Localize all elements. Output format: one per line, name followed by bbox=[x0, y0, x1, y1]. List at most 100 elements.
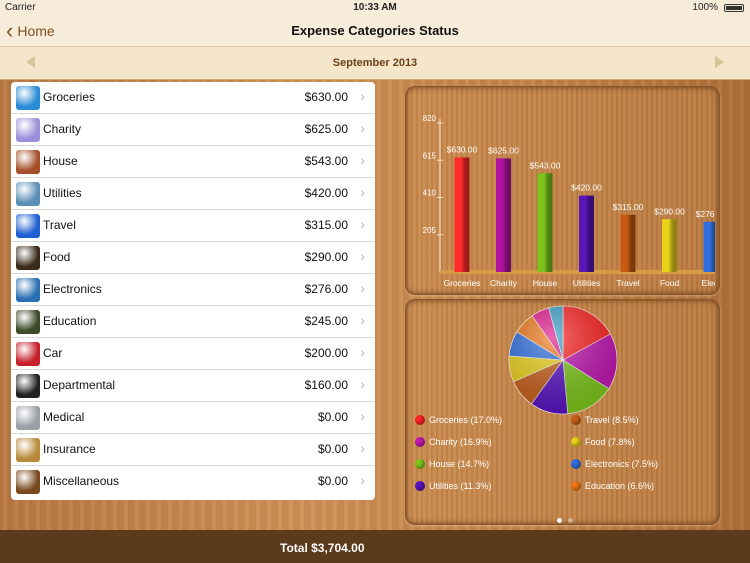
house-icon bbox=[16, 150, 40, 174]
legend-item: Food (7.8%) bbox=[571, 437, 635, 447]
category-amount: $290.00 bbox=[304, 250, 348, 264]
category-amount: $630.00 bbox=[304, 90, 348, 104]
category-row-car[interactable]: Car $200.00 › bbox=[11, 338, 375, 370]
home-back-button[interactable]: ‹ Home bbox=[6, 20, 55, 42]
y-tick-label: 820 bbox=[423, 114, 437, 123]
bar-value-label: $543.00 bbox=[530, 160, 561, 170]
legend-swatch bbox=[415, 481, 425, 491]
category-row-food[interactable]: Food $290.00 › bbox=[11, 242, 375, 274]
category-name: Charity bbox=[43, 122, 82, 136]
carrier-label: Carrier bbox=[5, 2, 36, 13]
category-row-groceries[interactable]: Groceries $630.00 › bbox=[11, 82, 375, 114]
total-amount: Total $3,704.00 bbox=[280, 541, 365, 555]
bar-shading bbox=[703, 221, 715, 272]
category-name: Departmental bbox=[43, 378, 116, 392]
chevron-right-icon: › bbox=[360, 248, 365, 264]
legend-item: Education (6.6%) bbox=[571, 481, 654, 491]
category-amount: $160.00 bbox=[304, 378, 348, 392]
category-name: Car bbox=[43, 346, 63, 360]
bar-value-label: $420.00 bbox=[571, 183, 602, 193]
bus-icon bbox=[16, 214, 40, 238]
food-icon bbox=[16, 246, 40, 270]
chevron-right-icon: › bbox=[360, 120, 365, 136]
status-bar: Carrier 10:33 AM 100% bbox=[0, 0, 750, 16]
suit-icon bbox=[16, 374, 40, 398]
category-row-education[interactable]: Education $245.00 › bbox=[11, 306, 375, 338]
page-dot[interactable] bbox=[557, 518, 562, 523]
category-row-house[interactable]: House $543.00 › bbox=[11, 146, 375, 178]
bar-value-label: $630.00 bbox=[447, 145, 478, 155]
x-tick-label: Charity bbox=[490, 278, 518, 288]
legend-swatch bbox=[415, 437, 425, 447]
x-tick-label: Elect bbox=[702, 278, 721, 288]
chevron-right-icon: › bbox=[360, 280, 365, 296]
category-amount: $200.00 bbox=[304, 346, 348, 360]
category-row-travel[interactable]: Travel $315.00 › bbox=[11, 210, 375, 242]
page-dot[interactable] bbox=[568, 518, 573, 523]
category-row-departmental[interactable]: Departmental $160.00 › bbox=[11, 370, 375, 402]
bar-chart: 205 410 615 820 $630.00 Groceries $625.00 Chari… bbox=[423, 114, 721, 288]
money-bag-icon bbox=[16, 438, 40, 462]
legend-swatch bbox=[415, 459, 425, 469]
legend-swatch bbox=[571, 459, 581, 469]
shopping-bag-icon bbox=[16, 86, 40, 110]
chevron-right-icon: › bbox=[360, 344, 365, 360]
category-amount: $0.00 bbox=[317, 474, 348, 488]
category-name: Electronics bbox=[43, 282, 102, 296]
category-row-utilities[interactable]: Utilities $420.00 › bbox=[11, 178, 375, 210]
category-amount: $625.00 bbox=[304, 122, 348, 136]
page-title: Expense Categories Status bbox=[291, 23, 459, 38]
legend-label: Food (7.8%) bbox=[585, 437, 635, 447]
category-amount: $0.00 bbox=[317, 410, 348, 424]
legend-label: Education (6.6%) bbox=[585, 481, 655, 491]
category-name: Medical bbox=[43, 410, 85, 424]
category-row-insurance[interactable]: Insurance $0.00 › bbox=[11, 434, 375, 466]
bar-floor bbox=[440, 270, 715, 274]
pie-gloss bbox=[509, 306, 617, 414]
bar-value-label: $625.00 bbox=[488, 145, 519, 155]
battery-icon bbox=[724, 4, 744, 12]
category-row-charity[interactable]: Charity $625.00 › bbox=[11, 114, 375, 146]
category-amount: $0.00 bbox=[317, 442, 348, 456]
page-control[interactable] bbox=[554, 510, 576, 528]
bar-value-label: $290.00 bbox=[654, 206, 685, 216]
chevron-left-icon: ‹ bbox=[6, 18, 14, 43]
next-month-arrow-icon[interactable] bbox=[715, 56, 724, 68]
chevron-right-icon: › bbox=[360, 472, 365, 488]
bar-value-label: $315.00 bbox=[613, 202, 644, 212]
pie-chart bbox=[508, 305, 618, 415]
legend-label: Travel (8.5%) bbox=[585, 415, 639, 425]
monitor-icon bbox=[16, 278, 40, 302]
category-amount: $276.00 bbox=[304, 282, 348, 296]
chevron-right-icon: › bbox=[360, 184, 365, 200]
previous-month-arrow-icon[interactable] bbox=[26, 56, 35, 68]
category-name: Travel bbox=[43, 218, 76, 232]
x-tick-label: Utilities bbox=[573, 278, 600, 288]
legend-label: Utilities (11.3%) bbox=[429, 481, 492, 491]
x-tick-label: House bbox=[533, 278, 558, 288]
legend-swatch bbox=[571, 437, 581, 447]
legend-label: Electronics (7.5%) bbox=[585, 459, 659, 469]
bar-shading bbox=[496, 158, 511, 272]
category-row-medical[interactable]: Medical $0.00 › bbox=[11, 402, 375, 434]
category-name: Education bbox=[43, 314, 97, 328]
bar-shading bbox=[537, 173, 553, 272]
legend-item: House (14.7%) bbox=[415, 459, 489, 469]
x-tick-label: Groceries bbox=[444, 278, 481, 288]
utilities-icon bbox=[16, 182, 40, 206]
category-row-miscellaneous[interactable]: Miscellaneous $0.00 › bbox=[11, 466, 375, 498]
chevron-right-icon: › bbox=[360, 440, 365, 456]
y-tick-label: 410 bbox=[423, 189, 437, 198]
category-amount: $245.00 bbox=[304, 314, 348, 328]
bar-shading bbox=[662, 219, 677, 272]
y-tick-label: 615 bbox=[423, 151, 437, 160]
legend-item: Utilities (11.3%) bbox=[415, 481, 491, 491]
x-tick-label: Food bbox=[660, 278, 680, 288]
category-list: Groceries $630.00 › Charity $625.00 › House $54… bbox=[11, 82, 375, 500]
chevron-right-icon: › bbox=[360, 88, 365, 104]
category-row-electronics[interactable]: Electronics $276.00 › bbox=[11, 274, 375, 306]
legend-item: Electronics (7.5%) bbox=[571, 459, 658, 469]
category-name: Groceries bbox=[43, 90, 96, 104]
bar-shading bbox=[579, 195, 594, 272]
legend-item: Charity (16.9%) bbox=[415, 437, 492, 447]
